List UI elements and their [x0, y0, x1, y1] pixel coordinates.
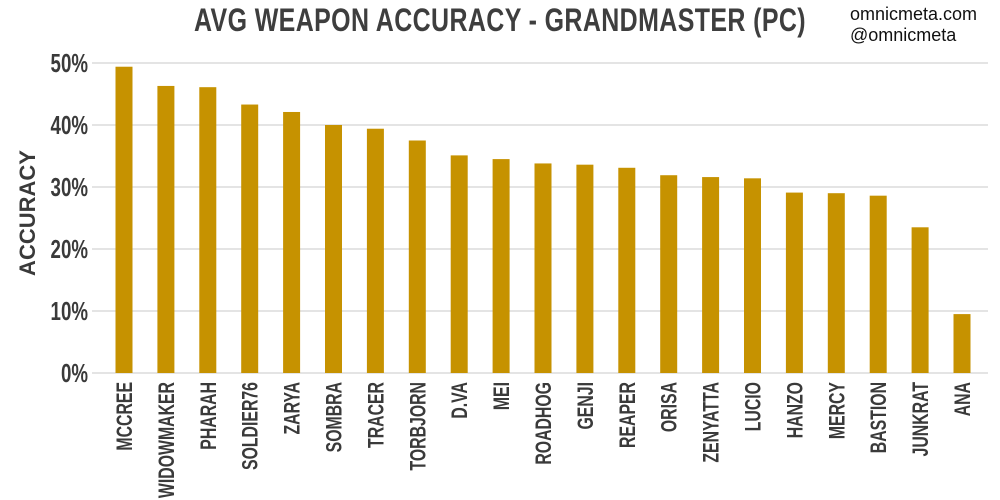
bar — [869, 195, 887, 373]
y-axis-ticks: 0% 10% 20% 30% 40% 50% — [51, 48, 88, 388]
bar — [618, 167, 636, 373]
bar — [576, 164, 594, 373]
bar — [115, 66, 133, 373]
x-tick-label: BASTION — [868, 382, 892, 453]
watermark-site: omnicmeta.com — [850, 4, 978, 24]
x-tick-label: ORISA — [658, 382, 682, 432]
x-tick-label: JUNKRAT — [910, 382, 934, 457]
watermark-handle: @omnicmeta — [850, 25, 957, 45]
bar — [785, 192, 803, 373]
x-tick-label: LUCIO — [742, 382, 766, 431]
bar — [450, 155, 468, 373]
x-tick-label: ANA — [952, 382, 976, 416]
bar — [157, 85, 175, 373]
y-tick-label: 50% — [51, 48, 88, 78]
x-tick-label: MERCY — [826, 382, 850, 439]
y-tick-label: 10% — [51, 296, 88, 326]
bar — [744, 178, 761, 373]
chart-title: AVG WEAPON ACCURACY - GRANDMASTER (PC) — [193, 2, 807, 38]
bar — [325, 125, 342, 373]
y-tick-label: 30% — [51, 172, 88, 202]
bar — [660, 175, 678, 373]
x-tick-label: ZENYATTA — [700, 382, 724, 463]
x-tick-label: HANZO — [784, 382, 808, 438]
bar — [241, 104, 259, 373]
x-tick-label: ROADHOG — [533, 382, 557, 465]
bar — [492, 159, 510, 373]
x-axis-ticks: MCCREE WIDOWMAKER PHARAH SOLDIER76 ZARYA SOMB… — [114, 382, 976, 498]
bar — [283, 111, 301, 373]
x-tick-label: SOLDIER76 — [239, 382, 263, 470]
x-tick-label: REAPER — [616, 382, 640, 448]
y-tick-label: 20% — [51, 234, 88, 264]
y-axis-label: ACCURACY — [15, 150, 40, 276]
x-tick-label: GENJI — [575, 382, 599, 430]
bar — [911, 227, 929, 373]
y-tick-label: 40% — [51, 110, 88, 140]
x-tick-label: MCCREE — [114, 382, 138, 451]
x-tick-label: SOMBRA — [323, 382, 347, 452]
x-tick-label: PHARAH — [197, 382, 221, 450]
x-tick-label: ZARYA — [281, 382, 305, 435]
bar — [827, 193, 845, 373]
x-tick-label: TRACER — [365, 382, 389, 448]
bar — [199, 87, 217, 374]
y-tick-label: 0% — [61, 358, 88, 388]
watermark: omnicmeta.com @omnicmeta — [850, 4, 977, 46]
bar — [702, 177, 720, 373]
bar — [953, 314, 971, 373]
bar — [534, 163, 552, 373]
x-tick-label: MEI — [491, 382, 515, 410]
bars — [115, 66, 971, 374]
bar — [408, 140, 426, 373]
x-tick-label: TORBJORN — [407, 382, 431, 471]
bar — [366, 128, 384, 373]
x-tick-label: WIDOWMAKER — [156, 382, 180, 498]
x-tick-label: D.VA — [449, 382, 473, 419]
